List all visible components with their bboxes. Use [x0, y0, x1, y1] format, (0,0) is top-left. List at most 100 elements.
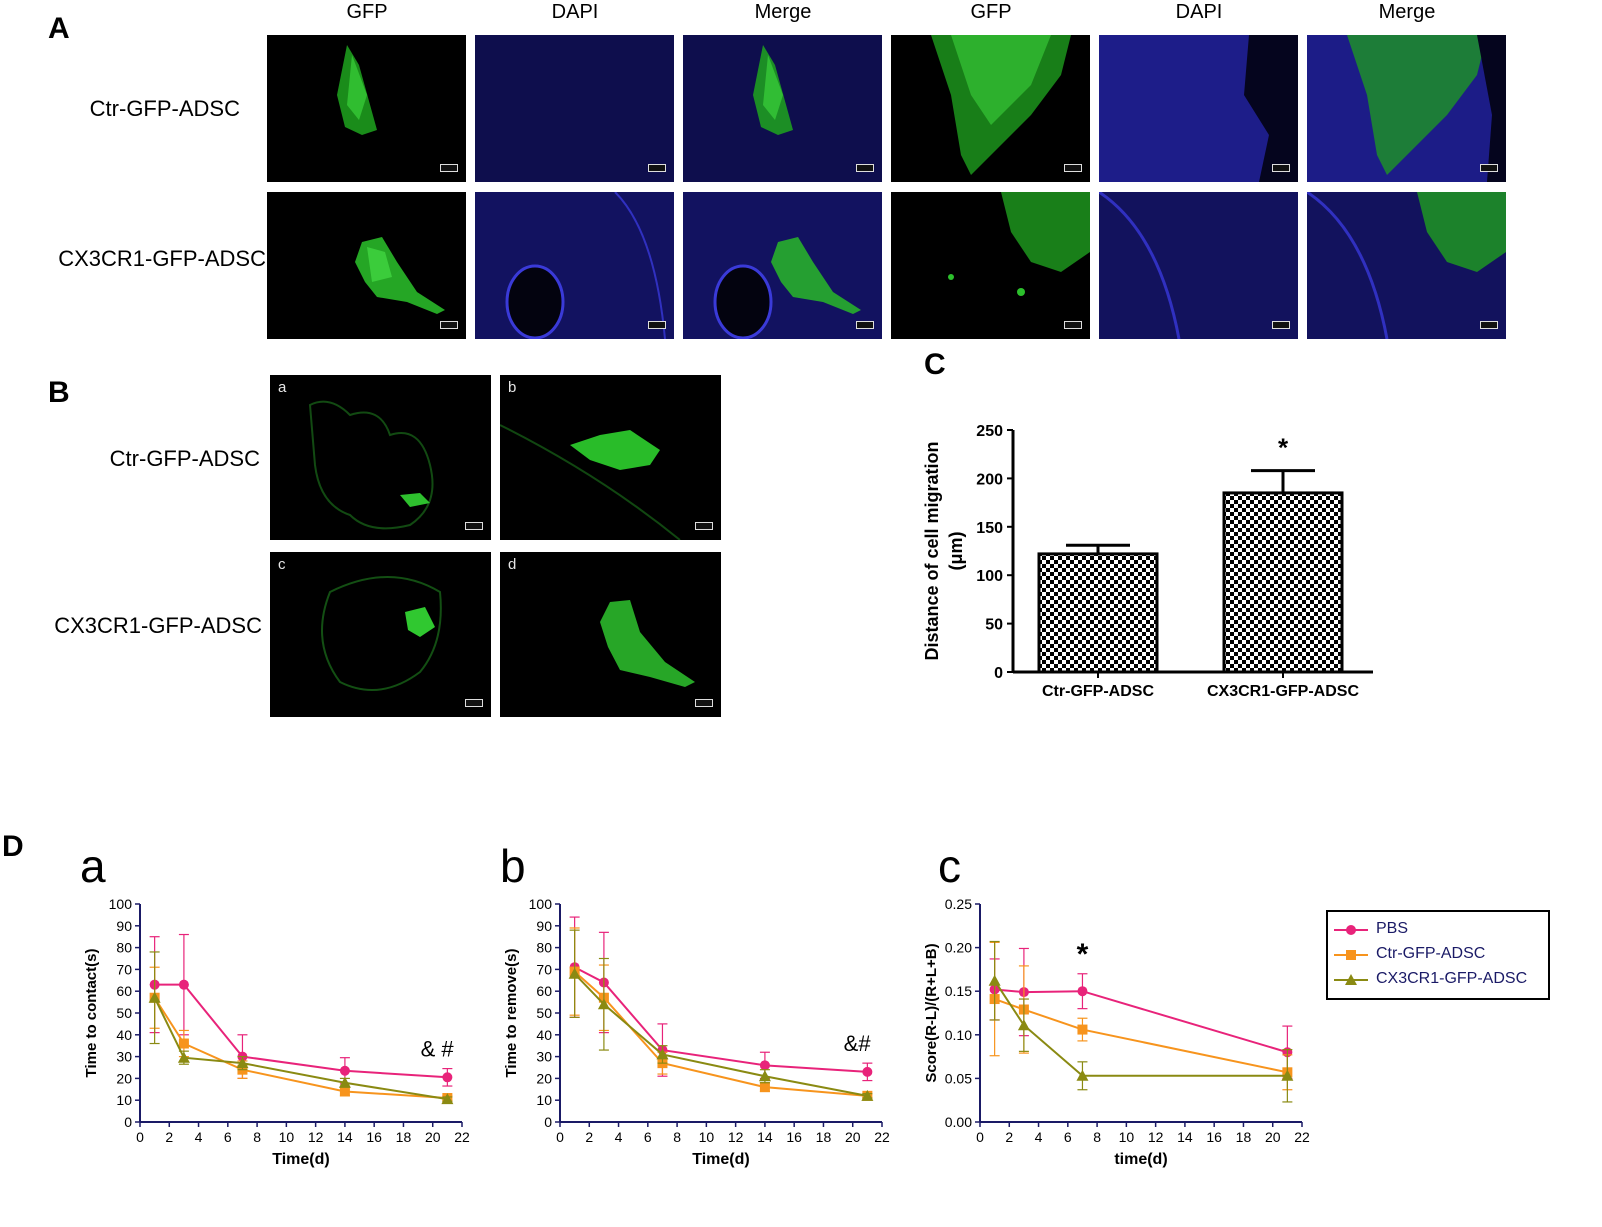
- y-tick-label: 30: [116, 1049, 132, 1065]
- y-tick-label: 50: [536, 1005, 552, 1021]
- y-tick-label: 0: [544, 1114, 552, 1130]
- data-point: [597, 998, 610, 1010]
- data-point: [862, 1066, 873, 1077]
- scale-bar: [465, 699, 483, 707]
- data-point: [338, 1076, 351, 1088]
- scale-bar: [440, 164, 458, 172]
- x-tick-label: 14: [757, 1129, 773, 1145]
- sub-panel-letter: a: [80, 840, 106, 892]
- panel-a-letter: A: [48, 12, 70, 45]
- y-tick-label: 90: [536, 918, 552, 934]
- micrograph-gfp: [267, 192, 466, 339]
- x-axis-label: Time(d): [272, 1151, 329, 1168]
- y-tick-label: 200: [976, 471, 1003, 488]
- x-axis-label: time(d): [1114, 1151, 1167, 1168]
- x-tick-label: 0: [556, 1129, 564, 1145]
- data-point: [339, 1065, 350, 1076]
- data-point: [861, 1089, 874, 1101]
- panel-a-row-label: CX3CR1-GFP-ADSC: [58, 246, 266, 271]
- series-line: [993, 980, 1288, 1077]
- x-tick-label: 12: [1148, 1129, 1164, 1145]
- legend-label-ctr: Ctr-GFP-ADSC: [1376, 945, 1486, 962]
- series-line: [154, 983, 448, 1079]
- x-tick-label: 10: [1119, 1129, 1135, 1145]
- x-tick-label: 2: [1005, 1129, 1013, 1145]
- x-tick-label: Ctr-GFP-ADSC: [1042, 683, 1154, 700]
- legend-label-pbs: PBS: [1376, 920, 1409, 937]
- panel-b-row-label: CX3CR1-GFP-ADSC: [54, 613, 262, 638]
- series-line: [994, 988, 1288, 1054]
- micrograph-merge: [683, 192, 882, 339]
- x-tick-label: 16: [1206, 1129, 1222, 1145]
- sub-panel-letter: b: [500, 840, 526, 892]
- data-point: [339, 1086, 350, 1097]
- data-point: [988, 974, 1001, 986]
- scale-bar: [1064, 321, 1082, 329]
- sub-panel-letter: c: [938, 840, 961, 892]
- x-tick-label: 20: [1265, 1129, 1281, 1145]
- y-axis-label: Time to contact(s): [83, 949, 100, 1078]
- y-tick-label: 60: [116, 983, 132, 999]
- y-tick-label: 150: [976, 520, 1003, 537]
- panel-a-col-header: DAPI: [1175, 1, 1223, 23]
- y-tick-label: 100: [976, 568, 1003, 585]
- x-tick-label: 2: [585, 1129, 593, 1145]
- scale-bar: [440, 321, 458, 329]
- significance-marker: *: [1077, 938, 1089, 971]
- legend-label-cx3cr1: CX3CR1-GFP-ADSC: [1376, 970, 1528, 987]
- y-tick-label: 70: [116, 961, 132, 977]
- y-tick-label: 0.05: [945, 1070, 972, 1086]
- x-tick-label: 22: [1294, 1129, 1310, 1145]
- x-tick-label: 18: [396, 1129, 412, 1145]
- data-point: [148, 991, 161, 1003]
- y-tick-label: 50: [985, 617, 1003, 634]
- data-point: [236, 1057, 249, 1069]
- data-point: [568, 967, 581, 979]
- y-tick-label: 0.15: [945, 983, 972, 999]
- x-tick-label: 18: [1236, 1129, 1252, 1145]
- significance-marker: & #: [421, 1037, 455, 1062]
- y-tick-label: 100: [109, 896, 133, 912]
- panel-b-row-label: Ctr-GFP-ADSC: [109, 446, 260, 471]
- x-tick-label: 20: [845, 1129, 861, 1145]
- y-tick-label: 10: [116, 1092, 132, 1108]
- panel-a-row-label: Ctr-GFP-ADSC: [89, 96, 240, 121]
- x-tick-label: 8: [1093, 1129, 1101, 1145]
- panel-d-letter: D: [2, 830, 24, 863]
- scale-bar: [1480, 321, 1498, 329]
- data-point: [759, 1082, 770, 1093]
- y-tick-label: 40: [536, 1027, 552, 1043]
- panel-a-col-header: DAPI: [551, 1, 599, 23]
- bar: [1037, 552, 1159, 674]
- micrograph-dapi-zoom: [1099, 35, 1298, 182]
- x-tick-label: 6: [224, 1129, 232, 1145]
- data-point: [656, 1048, 669, 1060]
- y-tick-label: 40: [116, 1027, 132, 1043]
- data-point: [1017, 1019, 1030, 1031]
- y-tick-label: 90: [116, 918, 132, 934]
- scale-bar: [856, 164, 874, 172]
- x-tick-label: 12: [728, 1129, 744, 1145]
- micrograph-merge: [683, 35, 882, 182]
- x-tick-label: 8: [253, 1129, 261, 1145]
- scale-bar: [1272, 164, 1290, 172]
- data-point: [178, 979, 189, 990]
- y-axis-unit-label: (μm): [946, 531, 966, 570]
- micrograph-dapi-zoom: [1099, 192, 1298, 339]
- scale-bar: [1064, 164, 1082, 172]
- y-tick-label: 0.10: [945, 1027, 972, 1043]
- sub-letter: b: [508, 379, 517, 396]
- scale-bar: [695, 699, 713, 707]
- y-tick-label: 80: [536, 940, 552, 956]
- data-point: [441, 1093, 454, 1105]
- x-tick-label: 16: [786, 1129, 802, 1145]
- x-tick-label: 14: [337, 1129, 353, 1145]
- x-tick-label: 4: [1035, 1129, 1043, 1145]
- legend-marker-pbs: [1346, 925, 1356, 935]
- x-tick-label: 4: [195, 1129, 203, 1145]
- micrograph-b-c: c: [270, 552, 491, 717]
- series-line: [153, 997, 448, 1101]
- micrograph-b-a: a: [270, 375, 491, 540]
- x-tick-label: CX3CR1-GFP-ADSC: [1207, 683, 1359, 700]
- y-tick-label: 30: [536, 1049, 552, 1065]
